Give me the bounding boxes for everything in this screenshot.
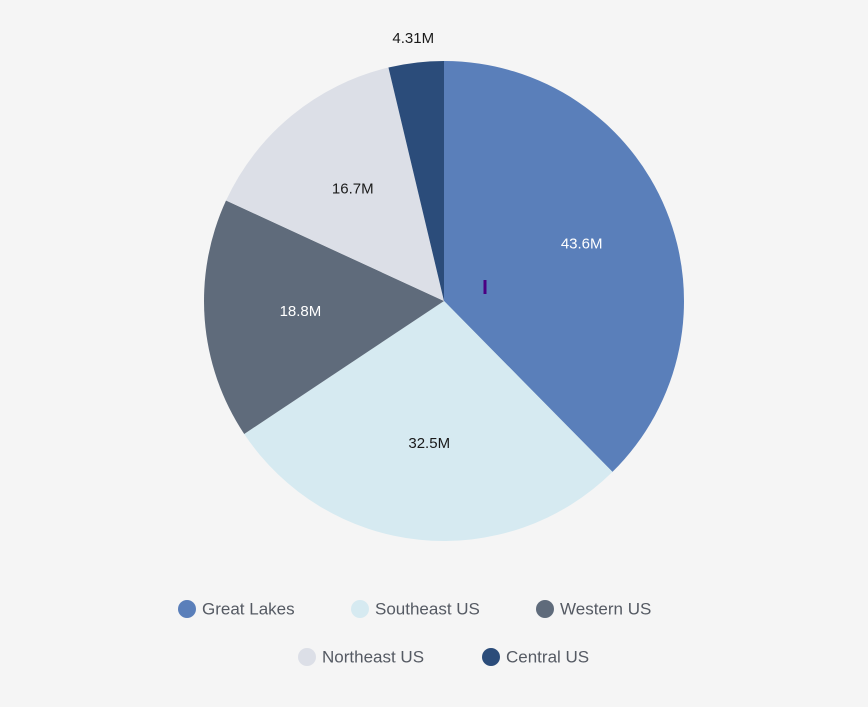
pie-labels: 43.6M 32.5M 18.8M 16.7M 4.31M xyxy=(280,30,603,452)
slice-western-us[interactable] xyxy=(204,200,444,434)
legend-item-southeast-us[interactable]: Southeast US xyxy=(351,599,480,618)
data-label-northeast-us: 16.7M xyxy=(332,181,374,198)
legend-label-great-lakes: Great Lakes xyxy=(202,599,295,618)
legend-swatch-great-lakes xyxy=(178,600,196,618)
legend-item-northeast-us[interactable]: Northeast US xyxy=(298,647,424,666)
data-label-central-us: 4.31M xyxy=(392,30,434,47)
text-cursor-icon xyxy=(483,280,487,294)
legend-item-great-lakes[interactable]: Great Lakes xyxy=(178,599,295,618)
slice-southeast-us[interactable] xyxy=(244,301,613,542)
data-label-southeast-us: 32.5M xyxy=(408,435,450,452)
data-label-western-us: 18.8M xyxy=(280,303,322,320)
legend-label-northeast-us: Northeast US xyxy=(322,647,424,666)
data-label-great-lakes: 43.6M xyxy=(561,236,603,253)
legend-item-central-us[interactable]: Central US xyxy=(482,647,589,666)
legend-swatch-northeast-us xyxy=(298,648,316,666)
pie-slices xyxy=(204,61,684,542)
legend-item-western-us[interactable]: Western US xyxy=(536,599,651,618)
slice-northeast-us[interactable] xyxy=(226,67,444,301)
legend-label-western-us: Western US xyxy=(560,599,651,618)
slice-central-us[interactable] xyxy=(388,61,444,301)
legend: Great Lakes Southeast US Western US Northea… xyxy=(178,599,651,666)
legend-swatch-central-us xyxy=(482,648,500,666)
legend-label-southeast-us: Southeast US xyxy=(375,599,480,618)
legend-swatch-western-us xyxy=(536,600,554,618)
legend-label-central-us: Central US xyxy=(506,647,589,666)
slice-great-lakes[interactable] xyxy=(444,61,684,472)
legend-swatch-southeast-us xyxy=(351,600,369,618)
